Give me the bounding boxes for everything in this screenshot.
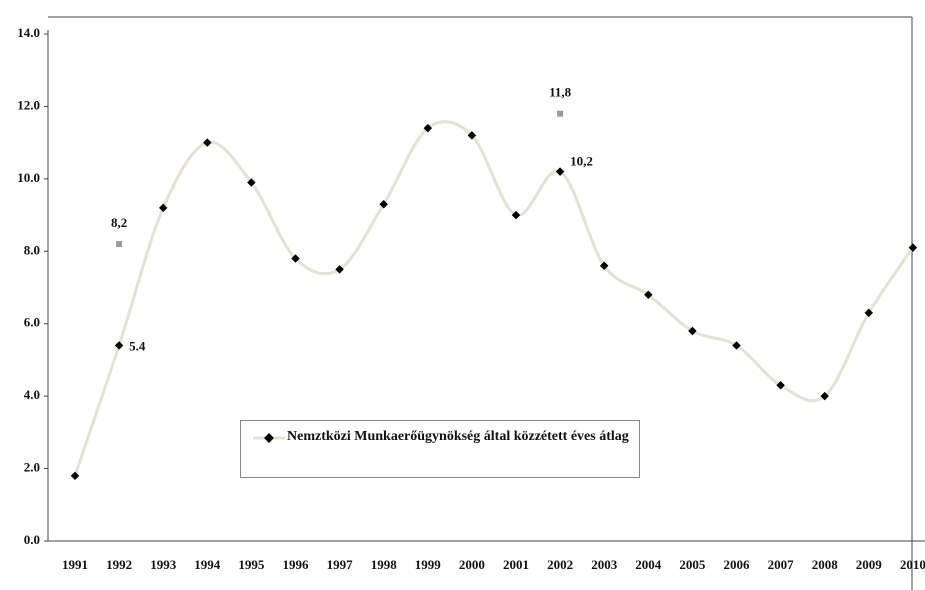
x-tick-label: 1997 — [327, 557, 354, 572]
diamond-marker — [732, 341, 741, 350]
x-tick-label: 2002 — [547, 557, 573, 572]
x-tick-label: 2005 — [679, 557, 706, 572]
x-tick-label: 2003 — [591, 557, 618, 572]
x-tick-label: 2006 — [724, 557, 751, 572]
y-tick-label: 14.0 — [17, 25, 40, 40]
y-tick-label: 6.0 — [24, 315, 40, 330]
square-marker — [116, 241, 123, 248]
x-tick-label: 2009 — [856, 557, 883, 572]
x-tick-label: 2000 — [459, 557, 485, 572]
x-tick-label: 2004 — [635, 557, 662, 572]
x-tick-label: 2001 — [503, 557, 529, 572]
diamond-marker — [203, 138, 212, 147]
diamond-marker — [114, 341, 124, 350]
legend-marker — [253, 433, 285, 443]
diamond-marker — [820, 391, 829, 401]
diamond-marker — [70, 471, 80, 481]
diamond-marker — [158, 203, 168, 213]
diamond-marker — [688, 326, 697, 336]
diamond-marker — [864, 308, 874, 318]
data-label: 10,2 — [570, 154, 593, 169]
x-tick-label: 1992 — [106, 557, 132, 572]
data-label: 5.4 — [129, 338, 146, 353]
y-tick-label: 12.0 — [17, 97, 40, 112]
y-tick-label: 8.0 — [24, 242, 40, 257]
x-tick-label: 2008 — [812, 557, 839, 572]
x-tick-label: 1999 — [415, 557, 442, 572]
data-label: 8,2 — [111, 215, 127, 230]
diamond-marker — [247, 178, 256, 187]
diamond-marker — [776, 381, 785, 390]
x-tick-label: 2010 — [900, 557, 925, 572]
square-marker — [557, 110, 564, 117]
y-tick-label: 10.0 — [17, 170, 40, 185]
legend: Nemztközi Munkaerőügynökség által közzét… — [240, 420, 640, 478]
diamond-marker — [644, 290, 653, 299]
diamond-marker — [379, 199, 388, 209]
x-tick-label: 1998 — [371, 557, 398, 572]
diamond-marker — [599, 261, 609, 271]
legend-label: Nemztközi Munkaerőügynökség által közzét… — [287, 429, 629, 444]
data-label: 11,8 — [549, 85, 572, 100]
x-tick-label: 1996 — [283, 557, 310, 572]
series-line — [73, 120, 915, 477]
diamond-marker — [467, 131, 477, 140]
diamond-marker — [291, 254, 300, 263]
y-tick-label: 2.0 — [24, 460, 40, 475]
x-tick-label: 1994 — [194, 557, 221, 572]
legend-diamond — [264, 433, 274, 443]
x-tick-label: 1995 — [238, 557, 265, 572]
diamond-marker — [335, 265, 344, 274]
y-tick-label: 0.0 — [24, 532, 40, 547]
x-tick-label: 2007 — [768, 557, 795, 572]
y-tick-label: 4.0 — [24, 387, 40, 402]
x-tick-label: 1991 — [62, 557, 88, 572]
x-tick-label: 1993 — [150, 557, 177, 572]
